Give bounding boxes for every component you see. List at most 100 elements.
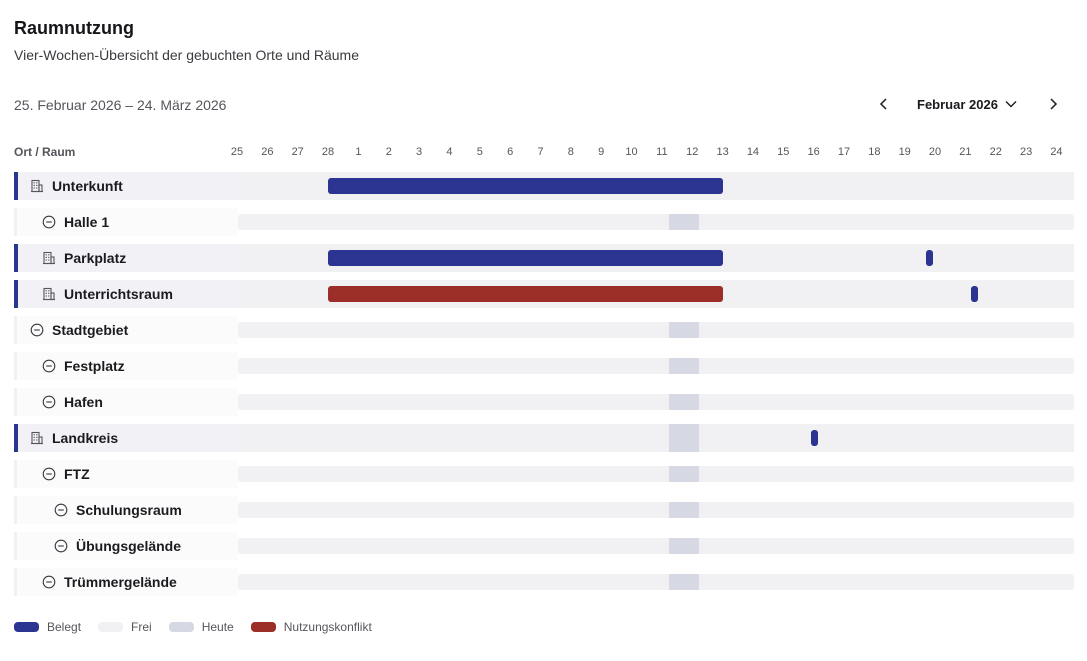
date-range: 25. Februar 2026 – 24. März 2026 xyxy=(14,97,227,113)
today-highlight xyxy=(668,424,699,452)
legend-label: Belegt xyxy=(47,620,82,634)
room-label[interactable]: Schulungsraum xyxy=(54,496,182,524)
next-month-button[interactable] xyxy=(1043,92,1063,116)
day-label: 6 xyxy=(507,146,514,158)
legend-swatch xyxy=(98,622,124,632)
room-row-trümmergelände[interactable]: Trümmergelände xyxy=(14,568,1074,596)
day-label: 25 xyxy=(230,146,244,158)
day-label: 5 xyxy=(476,146,483,158)
timeline-track xyxy=(238,322,1074,338)
timeline-track xyxy=(238,502,1074,518)
day-label: 17 xyxy=(837,146,851,158)
room-name: Unterrichtsraum xyxy=(64,286,173,302)
room-row-stadtgebiet[interactable]: Stadtgebiet xyxy=(14,316,1074,344)
day-label: 21 xyxy=(959,146,972,158)
room-label[interactable]: Trümmergelände xyxy=(42,568,177,596)
day-label: 27 xyxy=(291,146,304,158)
day-label: 7 xyxy=(537,146,544,158)
day-label: 19 xyxy=(898,146,911,158)
day-label: 22 xyxy=(989,146,1002,158)
room-row-hafen[interactable]: Hafen xyxy=(14,388,1074,416)
day-label: 16 xyxy=(807,146,820,158)
today-highlight xyxy=(668,394,699,410)
room-row-halle-1[interactable]: Halle 1 xyxy=(14,208,1074,236)
today-highlight xyxy=(668,358,699,374)
room-label[interactable]: Hafen xyxy=(42,388,103,416)
room-row-übungsgelände[interactable]: Übungsgelände xyxy=(14,532,1074,560)
today-highlight xyxy=(668,574,699,590)
day-label: 4 xyxy=(446,146,453,158)
day-label: 15 xyxy=(777,146,790,158)
booking-bar[interactable] xyxy=(810,430,818,446)
room-name: FTZ xyxy=(64,466,90,482)
booking-bar[interactable] xyxy=(328,250,723,266)
room-row-landkreis[interactable]: Landkreis xyxy=(14,424,1074,452)
room-row-unterkunft[interactable]: Unterkunft xyxy=(14,172,1074,200)
minus-circle-icon xyxy=(42,395,56,409)
page-title: Raumnutzung xyxy=(14,18,134,38)
room-name: Stadtgebiet xyxy=(52,322,129,338)
booking-bar[interactable] xyxy=(925,250,933,266)
room-label[interactable]: Parkplatz xyxy=(42,244,126,272)
day-label: 28 xyxy=(321,146,335,158)
room-label[interactable]: FTZ xyxy=(42,460,90,488)
day-label: 26 xyxy=(261,146,274,158)
row-label-background xyxy=(14,316,238,344)
room-label[interactable]: Festplatz xyxy=(42,352,125,380)
room-label[interactable]: Unterrichtsraum xyxy=(42,280,173,308)
room-name: Parkplatz xyxy=(64,250,127,266)
legend-label: Frei xyxy=(131,620,152,634)
conflict-booking-bar[interactable] xyxy=(328,286,723,302)
day-label: 11 xyxy=(656,146,668,158)
previous-month-button[interactable] xyxy=(874,92,894,116)
day-label: 23 xyxy=(1019,146,1033,158)
room-name: Halle 1 xyxy=(64,214,110,230)
day-label: 18 xyxy=(868,146,881,158)
legend-swatch xyxy=(168,622,194,632)
chevron-left-icon xyxy=(879,98,887,110)
booking-bar[interactable] xyxy=(328,178,723,194)
legend-swatch xyxy=(250,622,276,632)
room-row-unterrichtsraum[interactable]: Unterrichtsraum xyxy=(14,280,1074,308)
legend-item-nutzungskonflikt: Nutzungskonflikt xyxy=(250,620,372,634)
minus-circle-icon xyxy=(42,467,56,481)
legend: Belegt Frei Heute Nutzungskonflikt xyxy=(14,620,389,634)
room-label[interactable]: Übungsgelände xyxy=(54,532,181,560)
chevron-right-icon xyxy=(1050,98,1058,110)
timeline-track xyxy=(238,172,1074,200)
minus-circle-icon xyxy=(42,359,56,373)
day-label: 13 xyxy=(716,146,729,158)
booking-bar[interactable] xyxy=(971,286,979,302)
room-label[interactable]: Halle 1 xyxy=(42,208,109,236)
timeline-track xyxy=(238,244,1074,272)
timeline-track xyxy=(238,424,1074,452)
room-name: Übungsgelände xyxy=(76,538,182,554)
minus-circle-icon xyxy=(42,215,56,229)
building-icon xyxy=(42,287,56,301)
row-label-background xyxy=(14,424,238,452)
room-row-schulungsraum[interactable]: Schulungsraum xyxy=(14,496,1074,524)
room-row-festplatz[interactable]: Festplatz xyxy=(14,352,1074,380)
timeline-track xyxy=(238,466,1074,482)
day-label: 8 xyxy=(567,146,574,158)
room-name: Festplatz xyxy=(64,358,125,374)
minus-circle-icon xyxy=(54,503,68,517)
legend-item-heute: Heute xyxy=(168,620,234,634)
room-row-ftz[interactable]: FTZ xyxy=(14,460,1074,488)
room-label[interactable]: Landkreis xyxy=(30,424,118,452)
legend-item-frei: Frei xyxy=(98,620,152,634)
room-name: Landkreis xyxy=(52,430,119,446)
today-highlight xyxy=(668,214,699,230)
row-label-background xyxy=(14,496,238,524)
timeline-track xyxy=(238,538,1074,554)
room-label[interactable]: Unterkunft xyxy=(30,172,123,200)
room-row-parkplatz[interactable]: Parkplatz xyxy=(14,244,1074,272)
legend-item-belegt: Belegt xyxy=(14,620,81,634)
month-select[interactable]: Februar 2026 xyxy=(917,92,1018,116)
minus-circle-icon xyxy=(54,539,68,553)
room-label[interactable]: Stadtgebiet xyxy=(30,316,128,344)
day-label: 3 xyxy=(416,146,423,158)
timeline-track xyxy=(238,358,1074,374)
chevron-down-icon xyxy=(1005,101,1017,108)
location-column-header: Ort / Raum xyxy=(14,145,76,159)
